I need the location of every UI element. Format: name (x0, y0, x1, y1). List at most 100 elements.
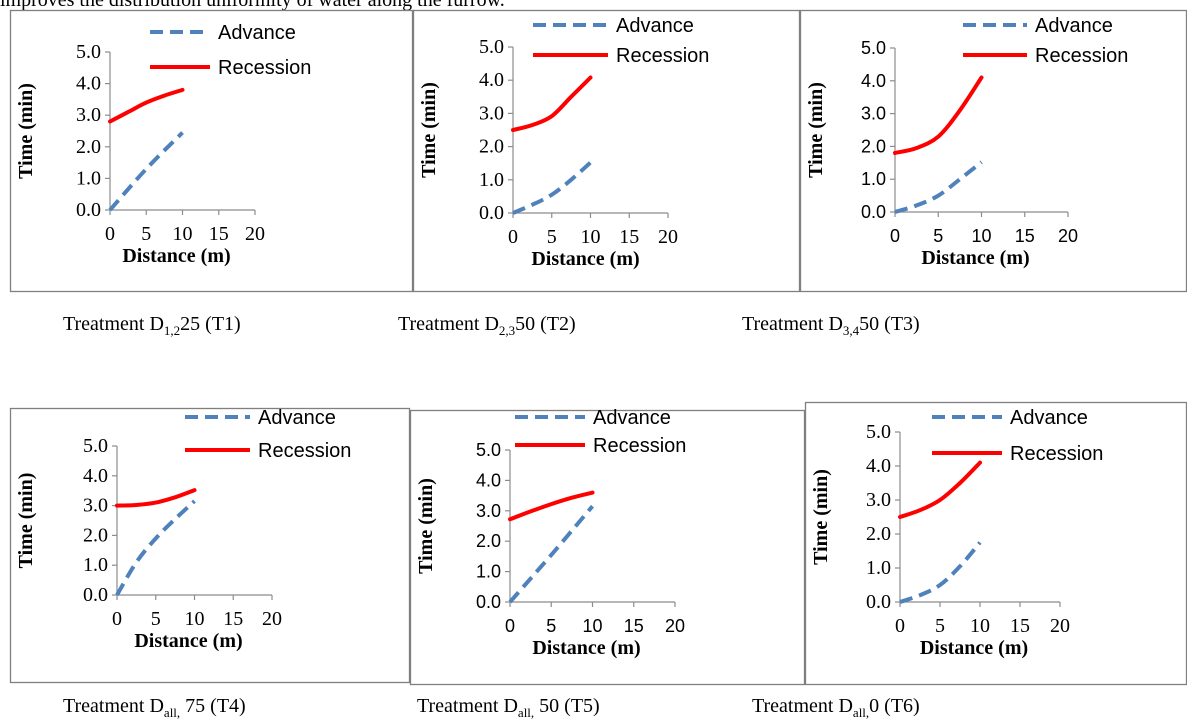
x-tick-label: 20 (1058, 226, 1078, 246)
x-tick-label: 0 (895, 615, 905, 637)
chart-caption-2: Treatment D2,350 (T2) (398, 313, 576, 339)
y-tick-label: 5.0 (476, 440, 501, 460)
x-tick-label: 0 (508, 226, 518, 248)
chart-panel-5: 0.0 1.0 2.0 3.0 4.0 5.0 0 5 10 15 20 Distance (m) Ti… (409, 407, 806, 686)
x-tick-label: 15 (209, 223, 229, 245)
x-tick-label: 0 (112, 608, 122, 630)
y-tick-label: 2.0 (861, 136, 886, 156)
caption-prefix: Treatment D (398, 313, 499, 335)
legend-recession-label: Recession (1010, 443, 1103, 465)
x-tick-label: 20 (658, 226, 678, 248)
x-tick-label: 20 (665, 616, 685, 636)
y-tick-label: 0.0 (83, 584, 108, 606)
y-axis-title: Time (min) (418, 82, 440, 178)
y-tick-label: 5.0 (861, 38, 886, 58)
y-axis-title: Time (min) (15, 473, 37, 569)
y-tick-label: 0.0 (861, 202, 886, 222)
chart-frame (412, 9, 801, 293)
chart-caption-6: Treatment Dall,0 (T6) (752, 695, 920, 721)
legend-advance-label: Advance (593, 407, 671, 429)
x-tick-label: 10 (971, 226, 991, 246)
y-tick-label: 3.0 (83, 495, 108, 517)
x-tick-label: 5 (547, 226, 557, 248)
chart-panel-3: 0.0 1.0 2.0 3.0 4.0 5.0 0 5 10 15 20 Distance (m) Ti… (799, 9, 1187, 293)
chart-caption-5: Treatment Dall, 50 (T5) (417, 695, 600, 721)
caption-suffix: 50 (T5) (534, 695, 600, 717)
legend-advance-label: Advance (1010, 407, 1088, 429)
caption-prefix: Treatment D (417, 695, 518, 717)
legend-advance-label: Advance (616, 15, 694, 37)
y-axis-title: Time (min) (15, 83, 37, 179)
chart-panel-4: 0.0 1.0 2.0 3.0 4.0 5.0 0 5 10 15 20 Distance (m) Ti… (9, 407, 411, 684)
legend-recession-label: Recession (1035, 45, 1128, 67)
x-axis-title: Distance (m) (134, 630, 242, 652)
x-tick-label: 20 (262, 608, 282, 630)
chart-legend: Advance Recession (185, 407, 351, 462)
x-tick-label: 0 (505, 616, 515, 636)
y-tick-label: 5.0 (76, 41, 101, 63)
y-tick-label: 4.0 (76, 73, 101, 95)
caption-subscript: 1,2 (163, 323, 181, 338)
caption-suffix: 75 (T4) (180, 695, 246, 717)
x-axis-title: Distance (m) (532, 637, 640, 659)
x-tick-label: 5 (141, 223, 151, 245)
x-tick-label: 20 (1050, 615, 1070, 637)
caption-subscript: all, (163, 705, 181, 720)
x-tick-label: 20 (245, 223, 265, 245)
y-tick-label: 3.0 (479, 102, 504, 124)
body-text-fragment: improves the distribution uniformity of … (0, 0, 505, 11)
y-tick-label: 2.0 (476, 531, 501, 551)
x-tick-label: 0 (105, 223, 115, 245)
caption-subscript: 3,4 (842, 323, 860, 338)
y-axis-title: Time (min) (810, 469, 832, 565)
y-tick-label: 4.0 (83, 465, 108, 487)
advance-series-line (894, 160, 983, 214)
x-tick-label: 15 (619, 226, 639, 248)
x-tick-label: 0 (890, 226, 900, 246)
advance-series-line (115, 499, 196, 597)
y-tick-label: 1.0 (866, 557, 891, 579)
y-tick-label: 0.0 (476, 592, 501, 612)
chart-legend: Advance Recession (515, 407, 686, 457)
advance-series-line (512, 161, 592, 215)
legend-recession-label: Recession (218, 57, 311, 79)
y-tick-label: 3.0 (76, 104, 101, 126)
y-tick-label: 5.0 (83, 435, 108, 457)
caption-suffix: 0 (T6) (869, 695, 920, 717)
y-tick-label: 4.0 (476, 470, 501, 490)
y-tick-label: 3.0 (476, 501, 501, 521)
legend-recession-label: Recession (616, 45, 709, 67)
recession-series-line (508, 490, 595, 522)
x-axis-title: Distance (m) (920, 637, 1028, 659)
y-tick-label: 5.0 (866, 421, 891, 443)
y-tick-label: 0.0 (479, 202, 504, 224)
caption-subscript: 2,3 (498, 323, 516, 338)
x-tick-label: 15 (624, 616, 644, 636)
y-tick-label: 0.0 (866, 591, 891, 613)
caption-subscript: all, (517, 705, 535, 720)
caption-subscript: all, (852, 705, 870, 720)
chart-legend: Advance Recession (932, 407, 1103, 465)
x-tick-label: 10 (582, 616, 602, 636)
y-tick-label: 1.0 (76, 167, 101, 189)
y-tick-label: 4.0 (479, 69, 504, 91)
x-tick-label: 10 (173, 223, 193, 245)
caption-prefix: Treatment D (63, 313, 164, 335)
chart-frame (9, 407, 411, 684)
x-axis-title: Distance (m) (531, 248, 639, 270)
y-tick-label: 2.0 (76, 136, 101, 158)
legend-recession-label: Recession (593, 435, 686, 457)
recession-series-line (511, 75, 593, 132)
y-tick-label: 3.0 (861, 104, 886, 124)
y-tick-label: 2.0 (866, 523, 891, 545)
y-tick-label: 0.0 (76, 199, 101, 221)
y-axis-title: Time (min) (805, 82, 827, 178)
caption-prefix: Treatment D (752, 695, 853, 717)
chart-legend: Advance Recession (150, 22, 311, 79)
chart-caption-4: Treatment Dall, 75 (T4) (63, 695, 246, 721)
x-tick-label: 10 (970, 615, 990, 637)
y-tick-label: 3.0 (866, 489, 891, 511)
caption-suffix: 50 (T3) (859, 313, 920, 335)
caption-prefix: Treatment D (742, 313, 843, 335)
caption-suffix: 25 (T1) (180, 313, 241, 335)
